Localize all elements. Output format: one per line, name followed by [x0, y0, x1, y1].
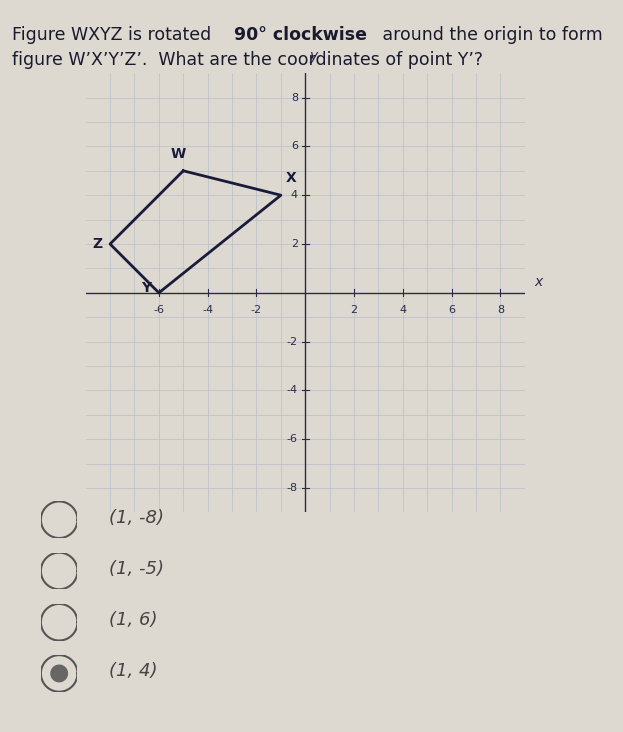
Text: 90° clockwise: 90° clockwise [234, 26, 366, 44]
Text: 2: 2 [291, 239, 298, 249]
Text: 8: 8 [497, 305, 504, 315]
Text: -8: -8 [287, 483, 298, 493]
Text: 4: 4 [399, 305, 406, 315]
Text: (1, -8): (1, -8) [109, 509, 164, 526]
Text: figure W’X’Y’Z’.  What are the coordinates of point Y’?: figure W’X’Y’Z’. What are the coordinate… [12, 51, 483, 70]
Text: around the origin to form: around the origin to form [377, 26, 602, 44]
Text: 8: 8 [291, 93, 298, 102]
Text: -2: -2 [251, 305, 262, 315]
Text: -2: -2 [287, 337, 298, 346]
Polygon shape [51, 665, 67, 681]
Text: 4: 4 [291, 190, 298, 200]
Text: Y: Y [141, 281, 151, 295]
Text: y: y [309, 50, 317, 64]
Text: -6: -6 [153, 305, 164, 315]
Text: X: X [286, 171, 297, 185]
Text: -4: -4 [202, 305, 213, 315]
Text: W: W [171, 147, 186, 161]
Text: (1, -5): (1, -5) [109, 560, 164, 578]
Text: x: x [535, 275, 543, 289]
Text: 6: 6 [448, 305, 455, 315]
Text: -4: -4 [287, 386, 298, 395]
Text: 6: 6 [291, 141, 298, 152]
Text: Figure WXYZ is rotated: Figure WXYZ is rotated [12, 26, 217, 44]
Text: Z: Z [93, 237, 103, 251]
Text: 2: 2 [351, 305, 358, 315]
Text: -6: -6 [287, 434, 298, 444]
Text: (1, 6): (1, 6) [109, 611, 158, 629]
Text: (1, 4): (1, 4) [109, 662, 158, 680]
